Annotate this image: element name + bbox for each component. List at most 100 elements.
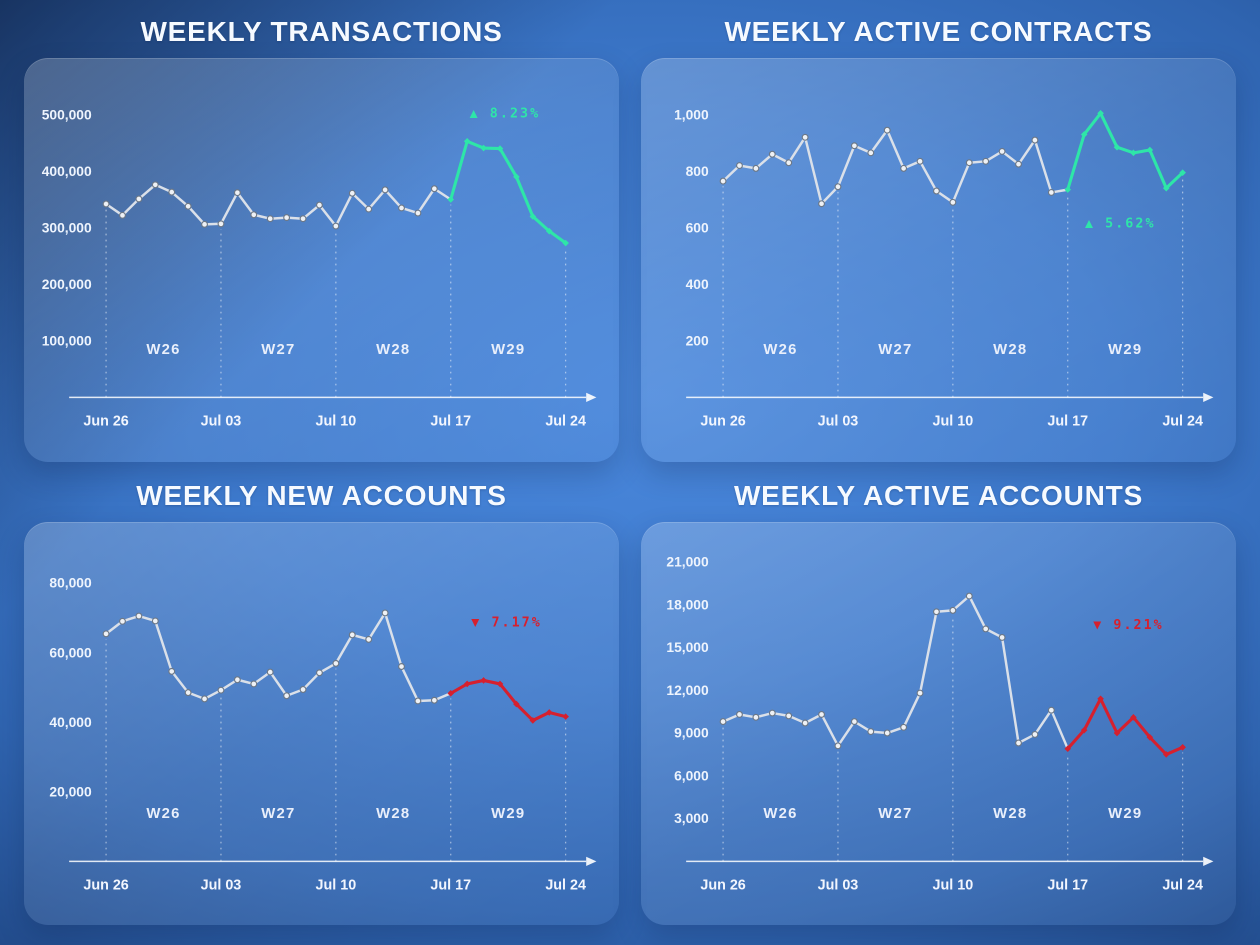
highlight-point-marker xyxy=(496,680,504,687)
highlight-markers xyxy=(447,137,569,247)
data-point-marker xyxy=(736,162,743,170)
x-axis-arrow-icon xyxy=(1203,392,1214,403)
x-tick-label: Jul 24 xyxy=(1162,877,1203,893)
data-point-marker xyxy=(135,612,143,620)
data-point-marker xyxy=(102,200,110,208)
highlight-point-marker xyxy=(480,144,487,152)
data-point-marker xyxy=(785,711,793,719)
x-tick-label: Jul 24 xyxy=(545,413,586,429)
data-point-marker xyxy=(201,220,208,228)
x-tick-label: Jul 03 xyxy=(818,877,859,893)
x-tick-label: Jul 17 xyxy=(430,877,471,893)
data-point-marker xyxy=(332,659,340,667)
data-point-marker xyxy=(266,215,274,223)
data-point-marker xyxy=(916,689,924,697)
chart-title-weekly-active-contracts: WEEKLY ACTIVE CONTRACTS xyxy=(724,16,1153,47)
data-point-marker xyxy=(119,617,126,625)
highlight-line xyxy=(1066,696,1185,756)
series-markers xyxy=(719,592,1055,749)
highlight-point-marker xyxy=(1179,743,1186,751)
data-point-marker xyxy=(381,608,389,616)
week-labels: W26 W27 W28 W29 xyxy=(146,341,524,358)
line-chart-weekly-active-accounts: 3,000 6,000 9,000 12,000 15,000 18,000 21,000 J… xyxy=(666,553,1214,893)
data-point-marker xyxy=(102,629,110,637)
data-point-marker xyxy=(785,159,793,167)
y-tick-label: 100,000 xyxy=(42,332,92,348)
data-point-marker xyxy=(299,685,307,693)
week-label: W26 xyxy=(763,341,797,358)
y-tick-label: 200,000 xyxy=(42,276,92,292)
data-point-marker xyxy=(184,202,192,210)
data-point-marker xyxy=(768,709,776,717)
data-point-marker xyxy=(900,164,908,172)
highlight-point-marker xyxy=(1064,186,1072,193)
panel-weekly-transactions: WEEKLY TRANSACTIONS 100,000 200,000 300,00… xyxy=(24,12,619,462)
data-point-marker xyxy=(135,195,143,203)
x-axis xyxy=(69,392,597,403)
data-point-marker xyxy=(768,150,776,158)
data-point-marker xyxy=(414,697,422,704)
x-axis-arrow-icon xyxy=(586,856,597,866)
data-point-marker xyxy=(151,616,159,624)
week-label: W27 xyxy=(878,804,912,821)
week-label: W27 xyxy=(261,804,295,821)
data-point-marker xyxy=(801,719,809,726)
data-point-marker xyxy=(867,149,875,157)
highlight-line xyxy=(1066,111,1185,192)
x-tick-label: Jul 17 xyxy=(1047,877,1088,893)
week-gridlines xyxy=(105,204,567,398)
week-label: W28 xyxy=(993,341,1027,358)
y-tick-label: 6,000 xyxy=(674,767,709,783)
data-point-marker xyxy=(168,188,176,196)
x-axis-arrow-icon xyxy=(586,392,597,403)
highlight-point-marker xyxy=(480,676,487,684)
data-point-marker xyxy=(1047,706,1055,714)
x-tick-label: Jun 26 xyxy=(700,877,745,893)
highlight-point-marker xyxy=(1113,729,1121,736)
y-tick-label: 12,000 xyxy=(666,681,709,697)
data-point-marker xyxy=(998,633,1006,641)
data-point-marker xyxy=(430,696,438,704)
data-point-marker xyxy=(233,189,241,197)
data-point-marker xyxy=(965,592,973,600)
data-point-marker xyxy=(736,710,743,718)
week-gridlines xyxy=(105,638,567,861)
highlight-point-marker xyxy=(1113,143,1121,151)
week-label: W28 xyxy=(993,804,1027,821)
highlight-point-marker xyxy=(463,137,471,145)
x-tick-label: Jul 03 xyxy=(201,413,242,429)
data-point-marker xyxy=(883,729,891,736)
charts-grid: WEEKLY TRANSACTIONS 100,000 200,000 300,00… xyxy=(24,12,1236,925)
y-tick-label: 18,000 xyxy=(666,596,709,612)
x-tick-label: Jul 17 xyxy=(1047,413,1088,429)
highlight-point-marker xyxy=(562,712,569,720)
data-point-marker xyxy=(867,727,875,735)
data-point-marker xyxy=(1031,730,1039,738)
data-point-marker xyxy=(933,607,940,615)
data-point-marker xyxy=(965,159,973,167)
highlight-point-marker xyxy=(1064,744,1072,752)
x-tick-label: Jul 03 xyxy=(201,877,242,893)
x-tick-labels: Jun 26 Jul 03 Jul 10 Jul 17 Jul 24 xyxy=(83,413,586,429)
data-point-marker xyxy=(933,187,940,195)
x-tick-label: Jul 10 xyxy=(933,413,974,429)
x-tick-labels: Jun 26 Jul 03 Jul 10 Jul 17 Jul 24 xyxy=(700,413,1203,429)
panel-weekly-active-contracts: WEEKLY ACTIVE CONTRACTS 200 400 600 800 1,00… xyxy=(641,12,1236,462)
data-point-marker xyxy=(332,222,340,230)
data-point-marker xyxy=(250,211,258,219)
data-point-marker xyxy=(250,679,258,687)
data-point-marker xyxy=(398,662,405,670)
data-point-marker xyxy=(430,185,438,193)
data-point-marker xyxy=(752,713,760,721)
data-point-marker xyxy=(850,142,858,150)
data-point-marker xyxy=(883,126,891,134)
y-tick-label: 60,000 xyxy=(49,644,92,660)
data-point-marker xyxy=(217,686,225,694)
week-label: W29 xyxy=(1108,804,1142,821)
data-point-marker xyxy=(381,186,389,194)
x-axis-arrow-icon xyxy=(1203,856,1214,866)
data-point-marker xyxy=(834,183,842,191)
x-tick-label: Jun 26 xyxy=(700,413,745,429)
data-point-marker xyxy=(398,204,405,212)
